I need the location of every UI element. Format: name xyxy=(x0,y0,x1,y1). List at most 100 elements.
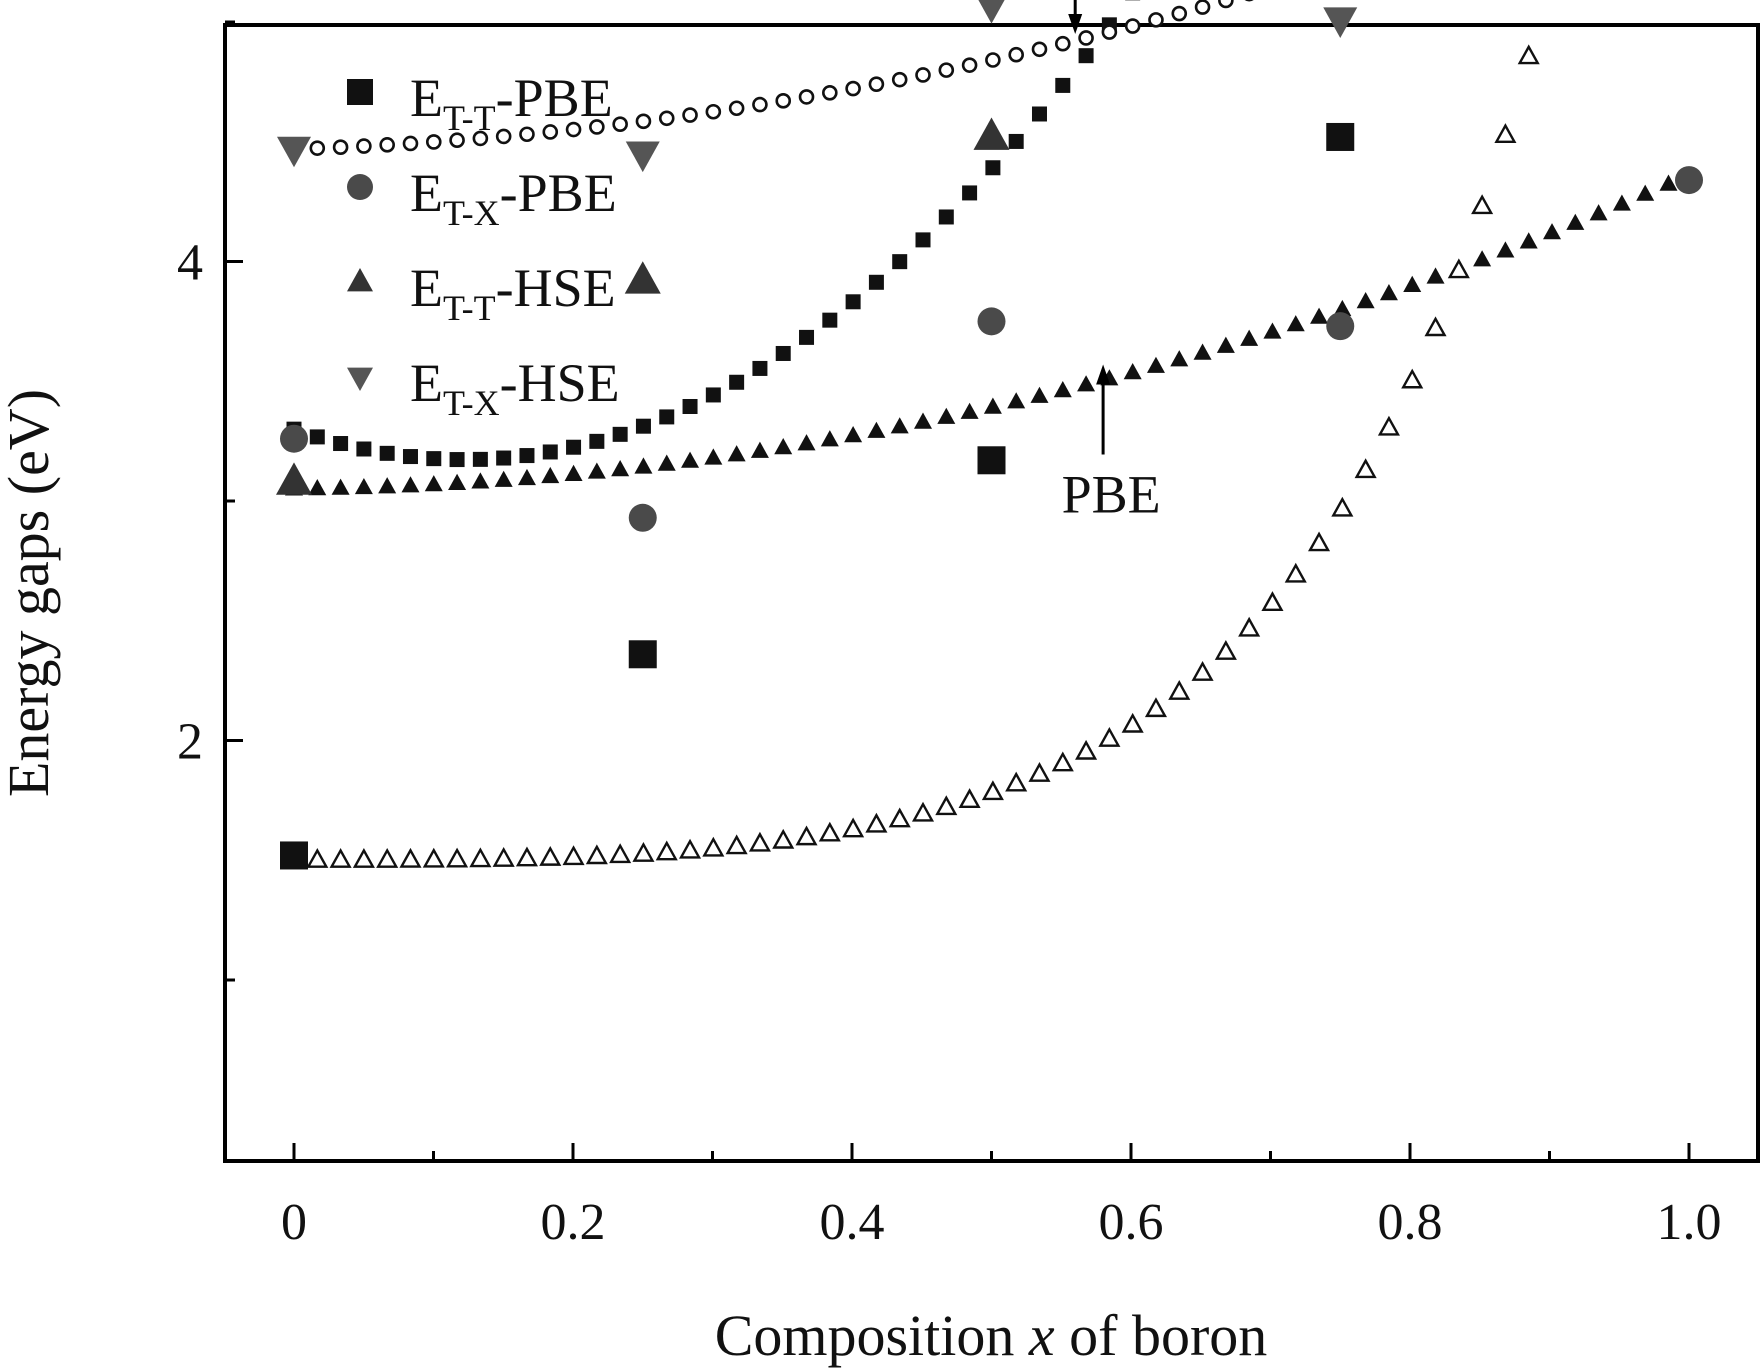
fit-point xyxy=(1031,41,1048,58)
fit-point xyxy=(309,140,326,156)
fit-point xyxy=(960,402,979,419)
fit-point xyxy=(890,417,909,434)
series-2 xyxy=(280,166,1703,532)
fit-point xyxy=(1333,299,1352,317)
data-point xyxy=(280,841,308,870)
fit-point xyxy=(1377,415,1400,436)
fit-point xyxy=(1331,496,1354,517)
fit-point xyxy=(935,795,958,816)
fit-point xyxy=(612,426,628,442)
annotations: HSE PBE xyxy=(1062,0,1161,524)
fit-point xyxy=(775,345,791,361)
legend: ET-T-PBE ET-X-PBE ET-T-HSE ET-X-HSE xyxy=(347,68,620,423)
fit-point xyxy=(542,444,558,460)
fit-point xyxy=(1379,283,1398,301)
fit-point xyxy=(797,434,816,451)
fit-point xyxy=(472,451,488,467)
fit-point xyxy=(589,119,605,135)
fit-point xyxy=(422,847,445,868)
fit-point xyxy=(1191,660,1214,681)
fit-point xyxy=(519,126,535,143)
x-axis-ticks: 0 0.2 0.4 0.6 0.8 1.0 xyxy=(281,1143,1722,1251)
fit-point xyxy=(820,430,839,447)
data-point xyxy=(624,261,661,294)
annotation-arrow-head xyxy=(1096,364,1111,385)
fit-point xyxy=(1636,184,1655,201)
fit-point xyxy=(1051,751,1074,772)
fit-point xyxy=(541,466,560,484)
fit-point xyxy=(1028,762,1051,782)
fit-point xyxy=(1426,267,1445,284)
fit-point xyxy=(1263,322,1282,339)
fit-point xyxy=(748,831,771,852)
fit-point xyxy=(1471,194,1494,215)
data-point xyxy=(628,640,657,669)
fit-point xyxy=(401,476,420,493)
fit-point xyxy=(1447,258,1470,279)
fit-point xyxy=(1193,343,1212,360)
fit-point xyxy=(356,138,372,154)
fit-point xyxy=(1261,591,1284,612)
fit-point xyxy=(775,93,792,109)
annotation-hse: HSE xyxy=(1068,0,1083,34)
fit-point xyxy=(1030,386,1049,403)
fit-point xyxy=(795,825,818,846)
fit-point xyxy=(702,836,725,857)
fit-point xyxy=(728,100,745,117)
fit-point xyxy=(915,67,931,83)
fit-point xyxy=(1123,363,1142,380)
fit-point xyxy=(378,477,397,494)
fit-point xyxy=(1075,739,1098,760)
fit-point xyxy=(635,418,651,434)
fit-point xyxy=(750,441,769,458)
fit-point xyxy=(727,445,746,462)
legend-label: ET-T-HSE xyxy=(410,258,616,328)
fit-point xyxy=(424,475,443,492)
fit-point xyxy=(1146,356,1165,373)
fit-point xyxy=(1008,46,1024,63)
fit-point xyxy=(1008,133,1024,149)
fit-point xyxy=(331,478,350,495)
fit-point xyxy=(845,80,861,97)
fit-point xyxy=(705,387,721,403)
fit-point xyxy=(1240,329,1259,346)
fit-point xyxy=(1170,350,1189,367)
fit-point xyxy=(705,103,722,120)
fit-point xyxy=(515,846,539,867)
fit-point xyxy=(492,846,515,867)
fit-point xyxy=(609,843,632,864)
fit-point xyxy=(1356,292,1375,309)
fit-point xyxy=(539,845,562,866)
fit-point xyxy=(962,185,978,201)
fit-point xyxy=(1310,307,1329,324)
fit-point xyxy=(1473,250,1492,267)
fit-point xyxy=(682,398,698,414)
fit-point xyxy=(634,457,653,474)
fit-point xyxy=(376,847,399,868)
fit-point xyxy=(1098,726,1121,747)
fit-point xyxy=(1354,458,1377,479)
fit-point xyxy=(818,821,841,842)
fit-point xyxy=(1519,232,1538,249)
fit-point xyxy=(587,462,606,479)
fit-point xyxy=(938,62,955,78)
fit-point xyxy=(1171,5,1188,22)
fit-point xyxy=(752,96,768,113)
fit-point xyxy=(1144,697,1168,718)
legend-marker xyxy=(347,79,373,105)
series-3 xyxy=(276,117,1010,495)
fit-point xyxy=(1031,106,1047,122)
data-point xyxy=(625,141,660,173)
fit-point xyxy=(306,848,329,868)
fit-point xyxy=(798,89,815,105)
legend-label: ET-T-PBE xyxy=(410,68,613,138)
fit-point xyxy=(635,113,652,130)
fit-point xyxy=(1101,24,1118,40)
fit-point xyxy=(938,209,954,225)
fit-point xyxy=(822,312,838,328)
fit-point xyxy=(402,135,419,152)
fit-point xyxy=(892,254,908,270)
legend-marker xyxy=(347,174,373,200)
fit-point xyxy=(679,838,702,859)
